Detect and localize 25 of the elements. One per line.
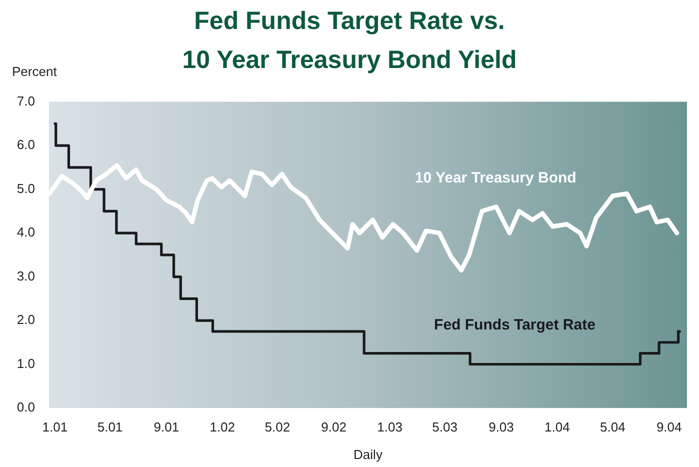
y-axis-title: Percent [12,64,57,79]
y-tick-label: 5.0 [16,180,35,196]
y-tick-label: 0.0 [16,400,35,415]
x-tick-label: 1.04 [544,419,570,434]
series-label: 10 Year Treasury Bond [414,169,576,186]
y-tick-label: 7.0 [16,93,35,108]
y-tick-label: 6.0 [16,137,35,152]
x-tick-label: 9.04 [656,419,682,434]
y-tick-label: 3.0 [16,268,35,284]
y-tick-label: 1.0 [16,356,35,371]
x-tick-label: 9.02 [321,419,346,434]
chart-title: Fed Funds Target Rate vs. 10 Year Treasury Bond Yield [182,7,517,74]
x-tick-label: 1.02 [210,419,236,434]
x-tick-label: 5.04 [600,419,626,434]
series-label: Fed Funds Target Rate [434,316,596,334]
x-tick-label: 1.03 [377,419,402,434]
y-tick-label: 4.0 [16,224,35,240]
x-tick-label: 5.01 [97,419,123,434]
x-tick-label: 1.01 [42,419,68,434]
x-tick-label: 5.02 [264,419,290,434]
x-tick-label: 5.03 [432,419,458,434]
x-tick-label: 9.03 [488,419,514,434]
x-axis-title: Daily [354,446,383,462]
x-tick-label: 9.01 [154,419,180,434]
y-tick-label: 2.0 [16,312,35,328]
